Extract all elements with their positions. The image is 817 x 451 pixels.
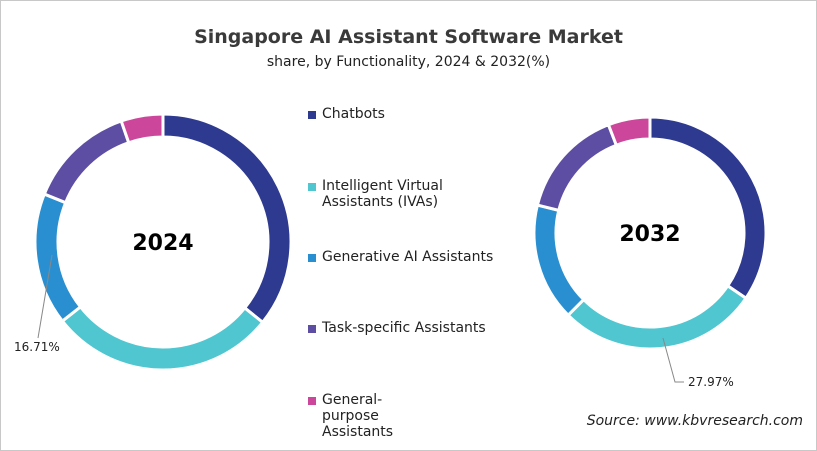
legend-item-ivas: Intelligent Virtual Assistants (IVAs) [308, 178, 458, 210]
legend-swatch [308, 254, 316, 262]
data-label: 27.97% [688, 375, 734, 389]
source-note: Source: www.kbvresearch.com [586, 413, 803, 429]
legend-item-chatbots: Chatbots [308, 106, 508, 122]
legend-swatch [308, 111, 316, 119]
donut-slice-generative-ai-assistants [532, 203, 586, 318]
legend-item-generative: Generative AI Assistants [308, 249, 508, 265]
donut-slice-chatbots [648, 115, 768, 301]
legend-swatch [308, 183, 316, 191]
legend-label: Chatbots [322, 106, 385, 122]
donut-slice-task-specific-assistants [535, 122, 619, 213]
legend-item-task-specific: Task-specific Assistants [308, 320, 508, 336]
data-label-leader-line [37, 254, 53, 339]
legend-item-general-purpose: General-purpose Assistants [308, 392, 438, 440]
legend-label: Intelligent Virtual Assistants (IVAs) [322, 178, 443, 210]
donut-slice-task-specific-assistants [42, 119, 131, 205]
donut-center-label: 2032 [619, 222, 680, 247]
donut-slice-general-purpose-assistants [119, 112, 165, 145]
donut-slice-intelligent-virtual-assistants-ivas [566, 283, 749, 351]
legend-label: Generative AI Assistants [322, 249, 494, 265]
chart-subtitle: share, by Functionality, 2024 & 2032(%) [266, 54, 551, 70]
legend-label: General-purpose Assistants [322, 392, 394, 440]
data-label-leader-line [662, 337, 684, 383]
chart-title: Singapore AI Assistant Software Market [194, 26, 623, 48]
legend-swatch [308, 397, 316, 405]
donut-slice-general-purpose-assistants [606, 115, 652, 148]
donut-center-label: 2024 [132, 231, 193, 256]
legend-label: Task-specific Assistants [322, 320, 486, 336]
donut-slice-intelligent-virtual-assistants-ivas [60, 304, 265, 372]
data-label: 16.71% [14, 340, 60, 354]
donut-slice-chatbots [161, 112, 293, 325]
donut-slice-generative-ai-assistants [33, 192, 83, 324]
legend-swatch [308, 325, 316, 333]
